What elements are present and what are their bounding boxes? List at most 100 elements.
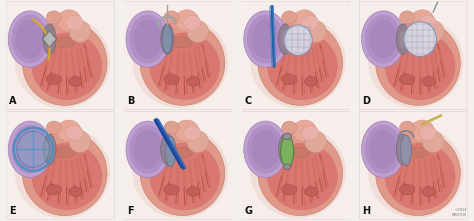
Ellipse shape <box>305 131 326 152</box>
Ellipse shape <box>419 15 437 30</box>
Ellipse shape <box>43 134 56 164</box>
Ellipse shape <box>161 24 174 54</box>
Text: H: H <box>363 206 371 216</box>
Ellipse shape <box>258 21 343 105</box>
Ellipse shape <box>140 21 225 105</box>
Ellipse shape <box>17 131 49 167</box>
Ellipse shape <box>251 20 280 59</box>
Ellipse shape <box>165 136 176 167</box>
Ellipse shape <box>393 139 401 145</box>
Ellipse shape <box>281 141 289 158</box>
Ellipse shape <box>53 147 74 158</box>
Ellipse shape <box>399 30 407 48</box>
Ellipse shape <box>247 125 284 174</box>
Ellipse shape <box>175 120 199 142</box>
Ellipse shape <box>46 74 62 85</box>
Ellipse shape <box>44 39 88 76</box>
Ellipse shape <box>32 32 102 100</box>
Ellipse shape <box>396 134 409 164</box>
Ellipse shape <box>46 30 53 48</box>
Ellipse shape <box>288 37 310 48</box>
Ellipse shape <box>422 76 435 86</box>
Ellipse shape <box>16 20 44 59</box>
Ellipse shape <box>40 152 48 157</box>
Ellipse shape <box>422 187 435 196</box>
Ellipse shape <box>275 152 284 157</box>
Ellipse shape <box>385 143 456 210</box>
Ellipse shape <box>281 135 294 168</box>
FancyBboxPatch shape <box>124 111 232 220</box>
Ellipse shape <box>53 37 74 48</box>
Ellipse shape <box>275 139 284 145</box>
Ellipse shape <box>32 143 102 210</box>
Ellipse shape <box>258 131 343 215</box>
Ellipse shape <box>393 29 401 34</box>
Ellipse shape <box>275 29 284 34</box>
Ellipse shape <box>305 21 326 42</box>
FancyBboxPatch shape <box>124 1 232 110</box>
Ellipse shape <box>400 121 415 134</box>
Ellipse shape <box>187 76 200 86</box>
Ellipse shape <box>422 131 444 152</box>
Ellipse shape <box>126 121 169 177</box>
Ellipse shape <box>69 76 82 86</box>
Ellipse shape <box>284 25 312 55</box>
Ellipse shape <box>157 152 166 157</box>
Ellipse shape <box>134 20 162 59</box>
Ellipse shape <box>46 121 62 134</box>
Ellipse shape <box>164 184 179 195</box>
Ellipse shape <box>129 125 166 174</box>
Ellipse shape <box>250 126 346 218</box>
Ellipse shape <box>46 141 53 158</box>
Ellipse shape <box>292 120 317 142</box>
FancyBboxPatch shape <box>6 1 115 110</box>
Ellipse shape <box>422 21 444 42</box>
Ellipse shape <box>164 121 179 134</box>
Ellipse shape <box>187 131 209 152</box>
Ellipse shape <box>275 42 284 47</box>
Ellipse shape <box>400 184 415 195</box>
Ellipse shape <box>397 39 441 76</box>
Ellipse shape <box>162 39 205 76</box>
Ellipse shape <box>369 130 397 169</box>
Ellipse shape <box>8 121 52 177</box>
Ellipse shape <box>43 24 56 54</box>
Ellipse shape <box>283 164 291 170</box>
Ellipse shape <box>267 32 337 100</box>
Ellipse shape <box>369 20 397 59</box>
Ellipse shape <box>288 147 310 158</box>
Ellipse shape <box>251 130 280 169</box>
Ellipse shape <box>187 21 209 42</box>
Ellipse shape <box>69 131 91 152</box>
FancyBboxPatch shape <box>242 111 350 220</box>
Text: E: E <box>9 206 16 216</box>
Ellipse shape <box>301 126 319 141</box>
Ellipse shape <box>281 30 289 48</box>
Ellipse shape <box>244 11 287 67</box>
Ellipse shape <box>44 149 88 187</box>
Ellipse shape <box>16 130 44 169</box>
Ellipse shape <box>157 29 166 34</box>
Ellipse shape <box>282 74 297 85</box>
Ellipse shape <box>250 16 346 108</box>
Text: A: A <box>9 96 17 106</box>
Ellipse shape <box>368 16 464 108</box>
Ellipse shape <box>40 139 48 145</box>
Ellipse shape <box>362 121 405 177</box>
Ellipse shape <box>244 121 287 177</box>
Ellipse shape <box>385 32 456 100</box>
Ellipse shape <box>15 126 110 218</box>
Ellipse shape <box>11 15 48 64</box>
Ellipse shape <box>11 125 48 174</box>
Ellipse shape <box>40 42 48 47</box>
Ellipse shape <box>161 134 174 164</box>
Ellipse shape <box>183 15 201 30</box>
Ellipse shape <box>46 184 62 195</box>
Text: F: F <box>127 206 134 216</box>
Ellipse shape <box>362 11 405 67</box>
Ellipse shape <box>393 152 401 157</box>
Ellipse shape <box>410 120 434 142</box>
Ellipse shape <box>365 15 401 64</box>
Text: B: B <box>127 96 135 106</box>
Ellipse shape <box>400 74 415 85</box>
